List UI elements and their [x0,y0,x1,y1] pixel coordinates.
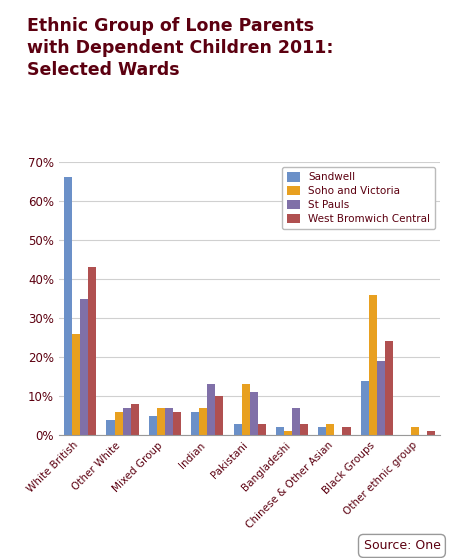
Bar [342,427,350,435]
Bar [80,299,88,435]
Bar [114,412,123,435]
Bar [242,384,250,435]
Bar [361,381,369,435]
Bar [165,408,173,435]
Bar [292,408,300,435]
Bar [157,408,165,435]
Bar [377,361,385,435]
Bar [411,427,419,435]
Bar [284,431,292,435]
Legend: Sandwell, Soho and Victoria, St Pauls, West Bromwich Central: Sandwell, Soho and Victoria, St Pauls, W… [282,167,435,229]
Bar [300,424,308,435]
Bar [207,384,215,435]
Bar [107,420,114,435]
Bar [149,416,157,435]
Bar [199,408,207,435]
Bar [427,431,435,435]
Text: Ethnic Group of Lone Parents
with Dependent Children 2011:
Selected Wards: Ethnic Group of Lone Parents with Depend… [27,17,334,79]
Bar [276,427,284,435]
Bar [72,334,80,435]
Bar [318,427,326,435]
Bar [215,396,223,435]
Bar [385,341,393,435]
Bar [326,424,335,435]
Bar [173,412,181,435]
Bar [64,177,72,435]
Bar [191,412,199,435]
Bar [369,295,377,435]
Text: Source: One: Source: One [364,540,440,552]
Bar [123,408,131,435]
Bar [131,404,138,435]
Bar [258,424,266,435]
Bar [234,424,242,435]
Bar [250,392,258,435]
Bar [88,267,96,435]
